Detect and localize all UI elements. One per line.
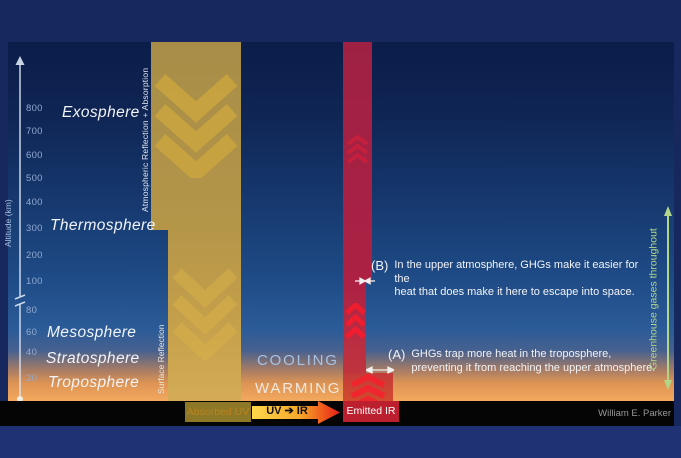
layer-label-exosphere: Exosphere xyxy=(62,104,140,121)
altitude-axis-label: Altitude (km) xyxy=(3,199,13,247)
uv-down-chevrons-lower-icon xyxy=(172,268,238,360)
annotation-a-label: (A) xyxy=(388,347,406,362)
uv-band-lower xyxy=(168,230,241,401)
greenhouse-extent-arrow-icon xyxy=(664,206,672,390)
altitude-axis xyxy=(14,56,26,402)
atmosphere-gradient-panel xyxy=(8,42,674,401)
width-delta-arrow-b-icon xyxy=(355,277,375,285)
axis-tick: 80 xyxy=(26,305,38,316)
annotation-a-line1: GHGs trap more heat in the troposphere, xyxy=(411,348,612,360)
axis-tick: 60 xyxy=(26,327,38,338)
cooling-label: COOLING xyxy=(257,352,339,369)
axis-tick: 300 xyxy=(26,223,43,234)
axis-tick: 800 xyxy=(26,103,43,114)
annotation-b-line2: heat that does make it here to escape in… xyxy=(394,286,635,298)
annotation-a: (A) GHGs trap more heat in the troposphe… xyxy=(388,348,666,375)
axis-tick: 500 xyxy=(26,173,43,184)
emitted-ir-chip: Emitted IR xyxy=(343,401,399,422)
warming-label: WARMING xyxy=(255,380,342,397)
credit: William E. Parker xyxy=(598,408,671,419)
uv-to-ir-arrow-icon xyxy=(252,401,340,424)
greenhouse-extent-label: Greenhouse gases throughout xyxy=(647,228,660,370)
uv-band-lower-label: Surface Reflection xyxy=(156,324,166,394)
uv-to-ir-label: UV ➔ IR xyxy=(266,405,308,417)
axis-tick: 20 xyxy=(26,373,38,384)
annotation-a-line2: preventing it from reaching the upper at… xyxy=(411,361,656,374)
layer-label-troposphere: Troposphere xyxy=(48,374,140,391)
bottom-margin-strip xyxy=(0,426,681,458)
layer-label-thermosphere: Thermosphere xyxy=(50,217,156,234)
axis-tick: 700 xyxy=(26,126,43,137)
ir-band-upper xyxy=(343,42,372,283)
axis-tick: 200 xyxy=(26,250,43,261)
axis-tick: 400 xyxy=(26,197,43,208)
axis-tick: 40 xyxy=(26,347,38,358)
axis-tick: 100 xyxy=(26,276,43,287)
annotation-b: (B) In the upper atmosphere, GHGs make i… xyxy=(371,259,643,300)
annotation-b-label: (B) xyxy=(371,258,389,273)
annotation-b-line1: In the upper atmosphere, GHGs make it ea… xyxy=(394,259,639,285)
ir-up-chevrons-upper-icon xyxy=(346,135,369,164)
absorbed-uv-chip: Absorbed UV xyxy=(185,402,251,422)
layer-label-stratosphere: Stratosphere xyxy=(46,350,140,367)
uv-down-chevrons-upper-icon xyxy=(154,74,238,178)
width-delta-arrow-a-icon xyxy=(366,366,394,374)
uv-band-upper-label: Atmospheric Reflection + Absorption xyxy=(140,67,150,213)
ir-up-chevrons-mid-icon xyxy=(345,303,366,339)
layer-label-mesosphere: Mesosphere xyxy=(47,324,137,341)
axis-tick: 600 xyxy=(26,150,43,161)
